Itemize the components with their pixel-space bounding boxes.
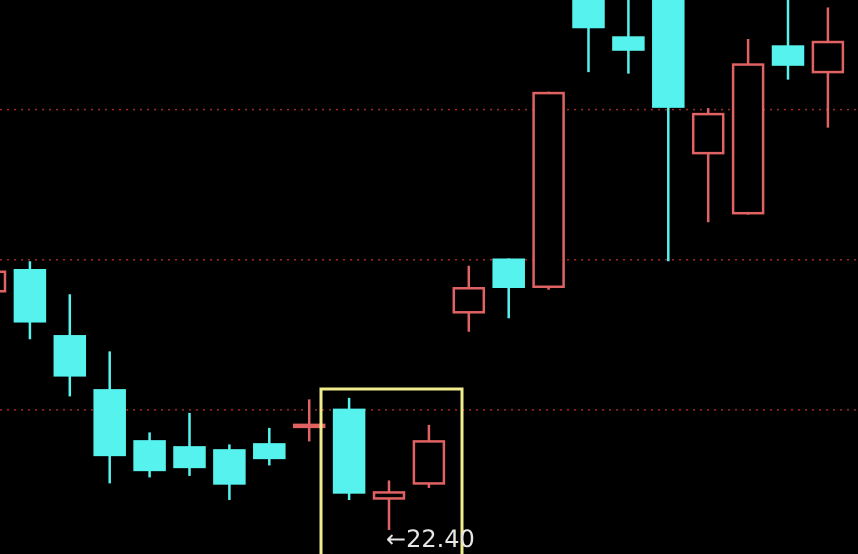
candle-body (691, 112, 725, 155)
candle-body (532, 91, 565, 289)
candle-body (372, 491, 406, 500)
candle-body (771, 45, 805, 66)
candle-body (253, 443, 286, 460)
highlight-box (319, 387, 464, 554)
candle-body (612, 36, 645, 51)
candle-body (292, 423, 326, 429)
candle-body (652, 0, 685, 108)
candle-body (213, 449, 246, 485)
candle-body (811, 40, 845, 74)
candle-body (173, 446, 206, 469)
candle-body (412, 440, 446, 485)
candle-body (492, 258, 525, 289)
candle-body (0, 270, 7, 293)
candle-body (332, 408, 366, 494)
candle-body (731, 63, 765, 215)
price-annotation: ←22.40 (386, 525, 475, 553)
candle-body (572, 0, 605, 29)
candle-body (93, 389, 126, 457)
candle-body (133, 440, 166, 472)
candle-body (53, 335, 87, 377)
candle-body (452, 287, 486, 314)
candle-body (13, 268, 47, 323)
